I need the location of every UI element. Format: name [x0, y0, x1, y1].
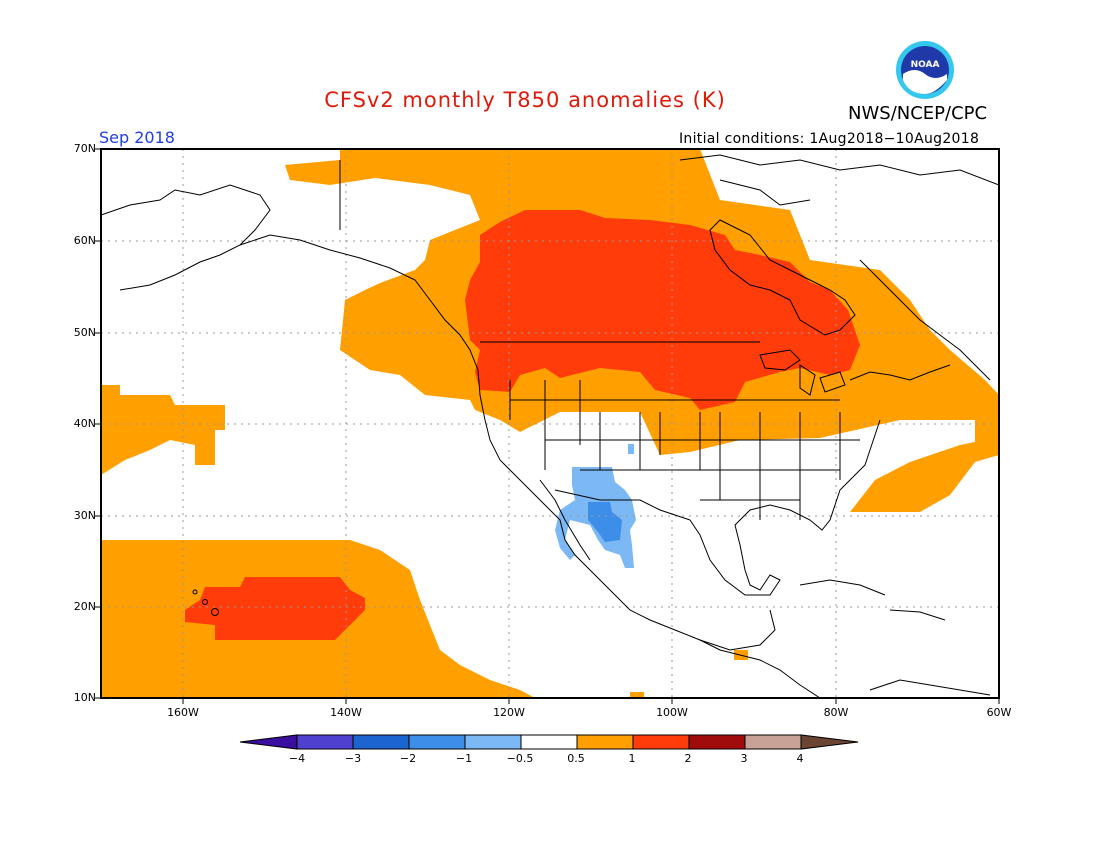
colorbar-cell [352, 734, 410, 750]
svg-text:NOAA: NOAA [911, 60, 940, 70]
agency-label: NWS/NCEP/CPC [848, 103, 988, 124]
lat-label-10n: 10N [73, 691, 96, 704]
lon-label-100w: 100W [656, 706, 688, 719]
colorbar-label-minus0-5: −0.5 [506, 752, 534, 765]
noaa-logo: NOAA [896, 41, 954, 99]
colorbar-label-2: 2 [684, 752, 692, 765]
colorbar-label-minus1: −1 [455, 752, 473, 765]
lat-label-50n: 50N [73, 326, 96, 339]
colorbar-cell [296, 734, 354, 750]
colorbar-label-minus4: −4 [288, 752, 306, 765]
colorbar-label-3: 3 [740, 752, 748, 765]
colorbar-cell [520, 734, 578, 750]
lat-label-20n: 20N [73, 600, 96, 613]
chart-title: CFSv2 monthly T850 anomalies (K) [0, 88, 1100, 112]
anomaly-region-red [185, 210, 860, 640]
colorbar-cell [576, 734, 634, 750]
lon-label-120w: 120W [493, 706, 525, 719]
axis-ticks [95, 148, 1000, 704]
colorbar-cell [688, 734, 746, 750]
colorbar-label-4: 4 [796, 752, 804, 765]
colorbar-cell [408, 734, 466, 750]
initial-conditions: Initial conditions: 1Aug2018−10Aug2018 [679, 131, 980, 147]
coastlines [101, 154, 999, 698]
lon-label-60w: 60W [986, 706, 1012, 719]
lat-label-30n: 30N [73, 509, 96, 522]
lon-label-80w: 80W [823, 706, 849, 719]
lon-label-160w: 160W [167, 706, 199, 719]
colorbar-label-0-5: 0.5 [567, 752, 585, 765]
colorbar-label-minus3: −3 [344, 752, 362, 765]
anomaly-region-blue [555, 444, 636, 568]
forecast-month: Sep 2018 [99, 128, 175, 147]
colorbar-cell [464, 734, 522, 750]
colorbar-cell [632, 734, 690, 750]
lat-label-60n: 60N [73, 234, 96, 247]
colorbar-label-1: 1 [628, 752, 636, 765]
lat-label-40n: 40N [73, 417, 96, 430]
chart-title-text: CFSv2 monthly T850 anomalies (K) [324, 88, 726, 112]
colorbar-cell [744, 734, 802, 750]
graticule [101, 149, 999, 698]
colorbar-label-minus2: −2 [399, 752, 417, 765]
lon-label-140w: 140W [330, 706, 362, 719]
colorbar-arrow-low [239, 734, 298, 750]
colorbar-arrow-high [800, 734, 859, 750]
lat-label-70n: 70N [73, 142, 96, 155]
